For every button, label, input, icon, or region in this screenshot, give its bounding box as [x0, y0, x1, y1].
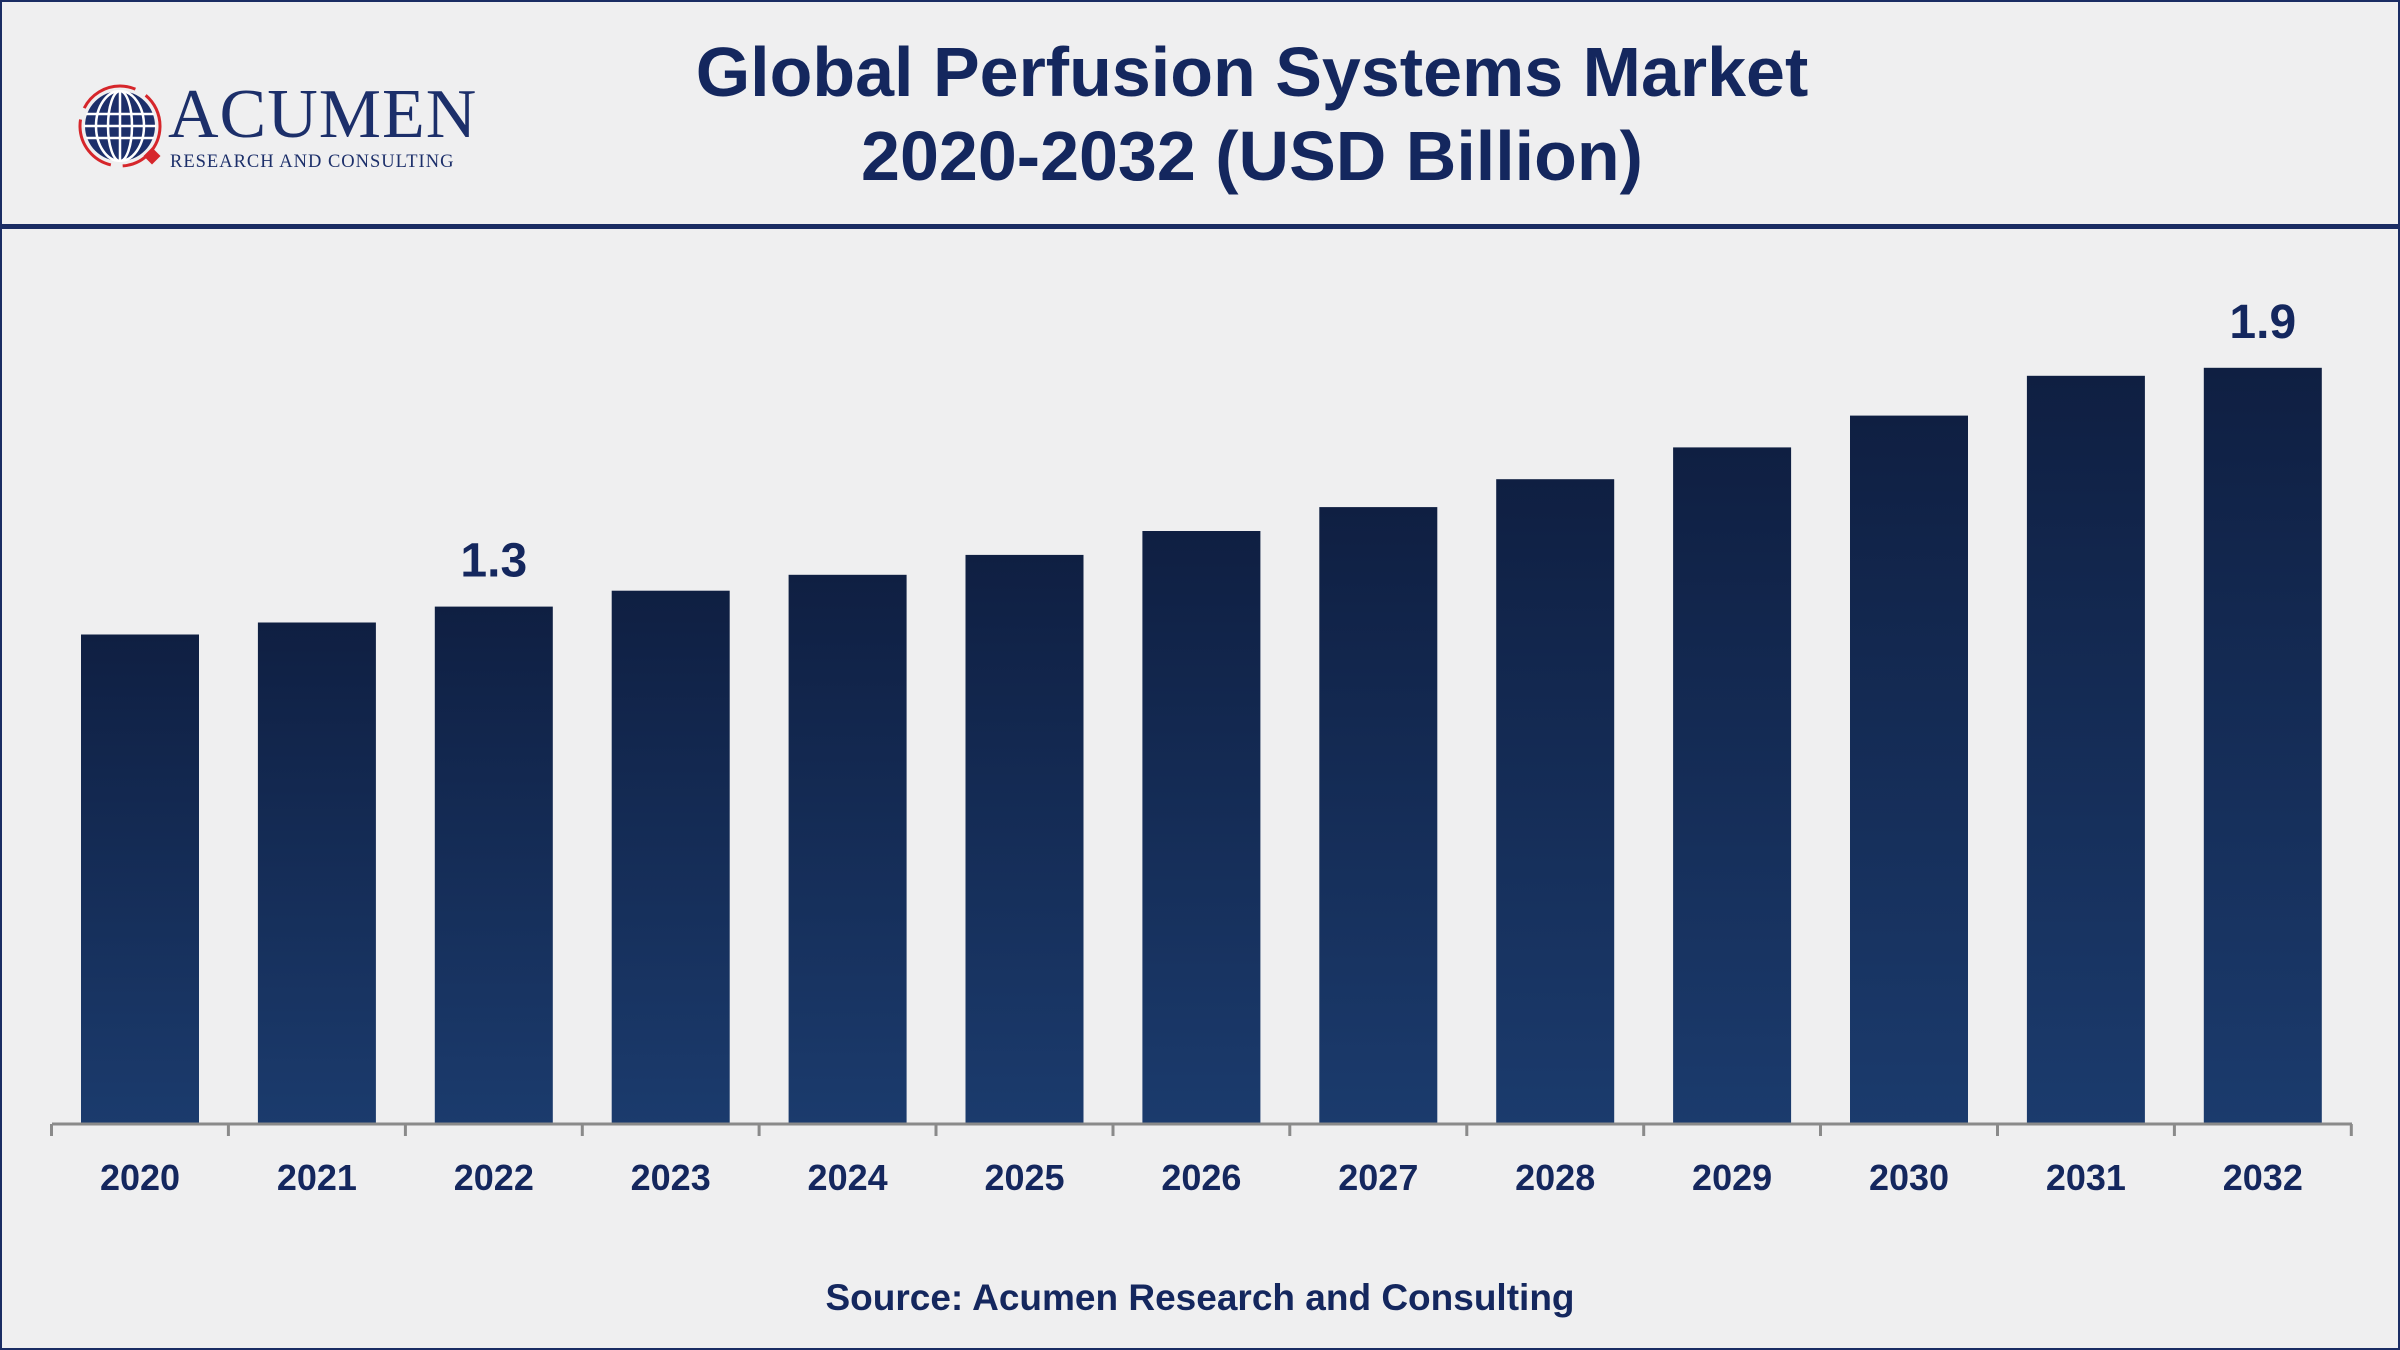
- globe-icon: [78, 84, 162, 168]
- chart-title: Global Perfusion Systems Market 2020-203…: [562, 30, 1942, 198]
- x-tick-label-2031: 2031: [2046, 1157, 2126, 1198]
- x-tick-label-2030: 2030: [1869, 1157, 1949, 1198]
- bar-2027: [1319, 507, 1438, 1125]
- logo-tagline: RESEARCH AND CONSULTING: [170, 152, 455, 172]
- bars-group: [81, 367, 2322, 1125]
- data-label-2032: 1.9: [2229, 296, 2296, 349]
- x-tick-label-2032: 2032: [2223, 1157, 2303, 1198]
- x-tick-label-2021: 2021: [277, 1157, 357, 1198]
- bar-2032: [2203, 367, 2322, 1124]
- bar-2030: [1850, 415, 1968, 1125]
- bar-2026: [1142, 531, 1261, 1124]
- x-tick-label-2024: 2024: [808, 1157, 888, 1198]
- data-labels: 1.3 1.9: [460, 296, 2296, 588]
- x-tick-label-2022: 2022: [454, 1157, 534, 1198]
- x-tick-label-2027: 2027: [1338, 1157, 1418, 1198]
- x-tick-label-2026: 2026: [1161, 1157, 1241, 1198]
- x-tick-label-2025: 2025: [984, 1157, 1064, 1198]
- bar-2022: [434, 606, 553, 1124]
- bar-2021: [257, 622, 376, 1124]
- logo: ACUMEN RESEARCH AND CONSULTING: [76, 78, 476, 178]
- x-tick-labels: 2020 2021 2022 2023 2024 2025 2026 2027 2028 2029…: [100, 1157, 2303, 1198]
- x-axis: [50, 1122, 2353, 1136]
- bar-2031: [2026, 375, 2145, 1124]
- header: ACUMEN RESEARCH AND CONSULTING Global Pe…: [2, 2, 2398, 229]
- bar-2023: [611, 590, 730, 1124]
- bar-2020: [81, 634, 199, 1124]
- x-tick-label-2020: 2020: [100, 1157, 180, 1198]
- bar-2028: [1496, 479, 1615, 1124]
- source-note: Source: Acumen Research and Consulting: [825, 1277, 1575, 1318]
- x-tick-label-2029: 2029: [1692, 1157, 1772, 1198]
- x-tick-label-2028: 2028: [1515, 1157, 1595, 1198]
- chart-title-line2: 2020-2032 (USD Billion): [861, 117, 1643, 195]
- logo-wordmark: ACUMEN: [168, 76, 478, 153]
- x-tick-label-2023: 2023: [631, 1157, 711, 1198]
- bar-2025: [965, 554, 1084, 1124]
- chart-title-line1: Global Perfusion Systems Market: [695, 33, 1809, 111]
- data-label-2022: 1.3: [460, 535, 527, 588]
- bar-2029: [1673, 447, 1792, 1124]
- bar-2024: [788, 574, 907, 1124]
